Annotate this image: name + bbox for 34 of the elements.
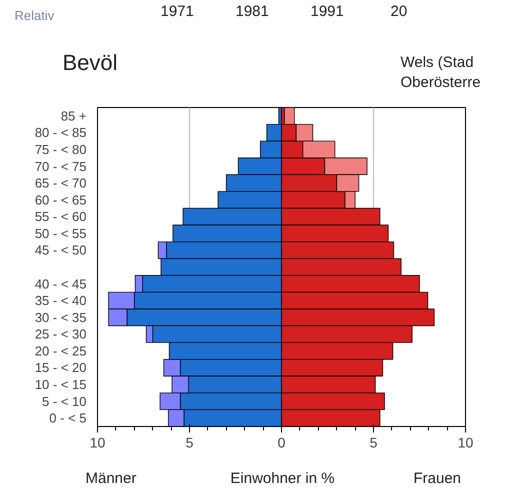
x-tick-label: 0 [278, 434, 286, 450]
x-axis-title: Einwohner in % [230, 470, 335, 487]
text: Relativ [14, 8, 55, 23]
x-tick-label: 5 [186, 434, 194, 450]
x-tick-label: 10 [458, 434, 474, 450]
y-tick-label: 55 - < 60 [34, 209, 87, 224]
text: Wels (Stad [400, 54, 474, 71]
text: Männer [86, 470, 136, 487]
text: 1981 [236, 3, 269, 20]
y-tick-label: 50 - < 55 [34, 226, 87, 241]
y-tick-label: 15 - < 20 [34, 360, 87, 376]
text: 20 [390, 3, 408, 20]
y-tick-label: 70 - < 75 [34, 158, 87, 174]
y-tick-label: 10 - < 15 [34, 377, 87, 392]
x-tick-label: 5 [370, 434, 378, 450]
y-tick-label: 35 - < 40 [34, 293, 87, 308]
text: 1971 [160, 3, 194, 20]
text: Frauen [414, 470, 462, 487]
x-tick-label: 10 [90, 434, 106, 450]
y-tick-label: 85 + [60, 108, 87, 124]
y-tick-label: 0 - < 5 [49, 410, 86, 426]
y-tick-label: 40 - < 45 [34, 276, 87, 292]
y-tick-label: 5 - < 10 [42, 394, 87, 409]
y-tick-label: 25 - < 30 [34, 326, 87, 342]
text: 1991 [310, 3, 344, 20]
chart-title: Bevöl [62, 50, 118, 75]
y-tick-label: 30 - < 35 [34, 310, 87, 325]
y-tick-label: 60 - < 65 [34, 192, 87, 208]
y-tick-label: 75 - < 80 [34, 142, 87, 157]
text: Oberösterre [400, 74, 481, 91]
y-tick-label: 20 - < 25 [34, 343, 87, 358]
y-tick-label: 45 - < 50 [34, 242, 87, 258]
y-tick-label: 80 - < 85 [34, 125, 87, 140]
y-tick-label: 65 - < 70 [34, 176, 87, 191]
